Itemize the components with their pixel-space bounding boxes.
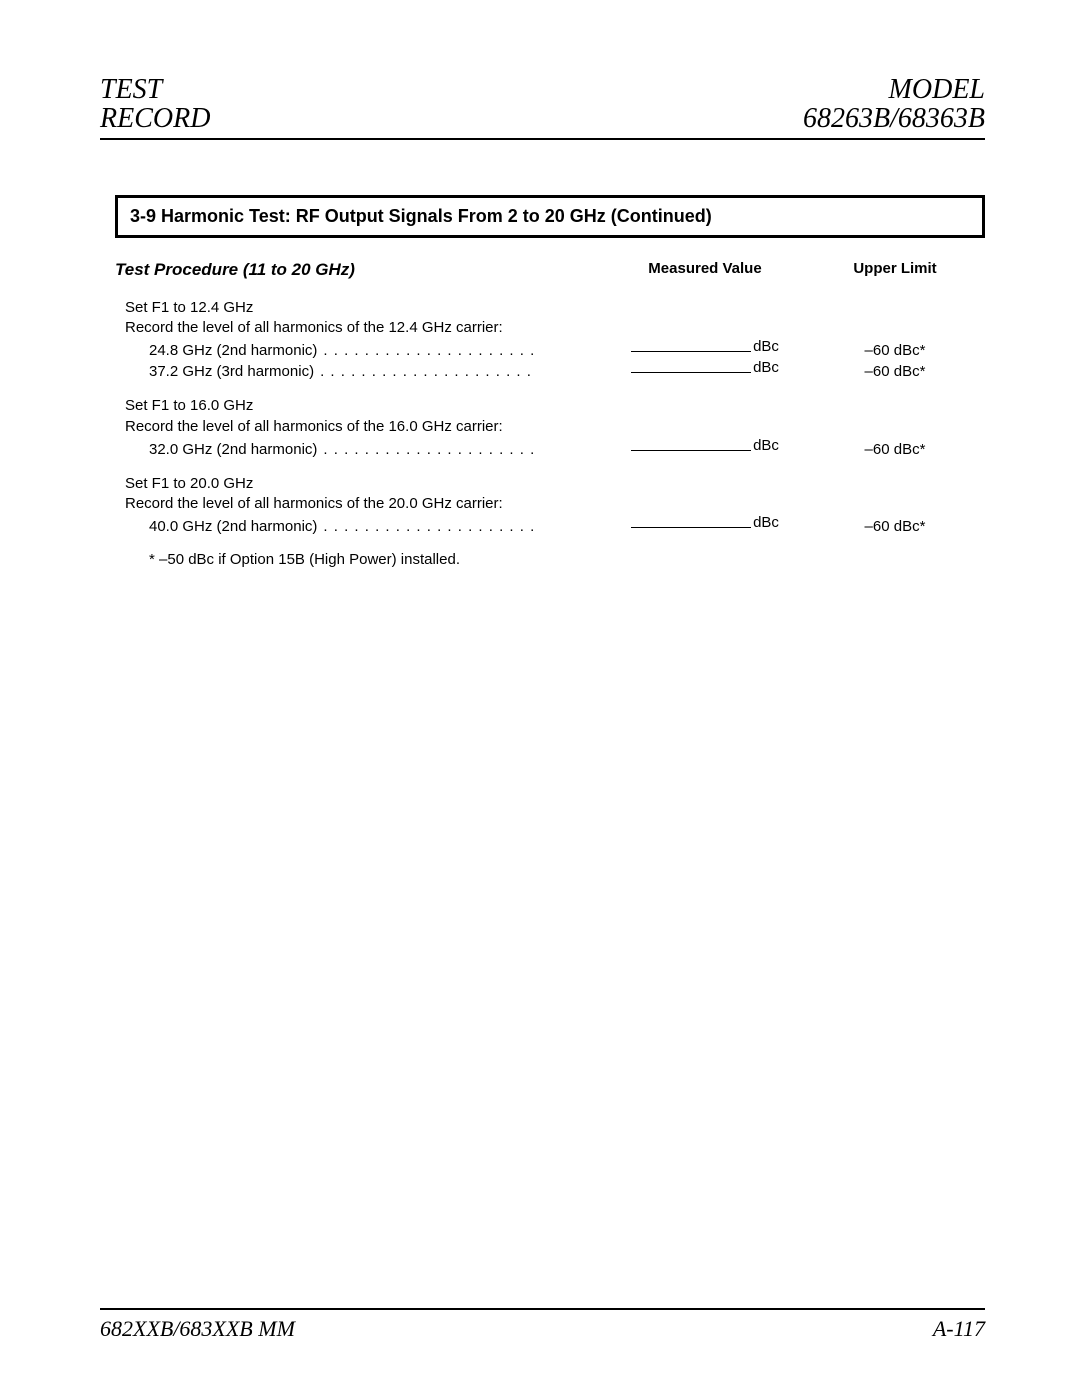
page-footer: 682XXB/683XXB MM A-117: [100, 1308, 985, 1342]
section-title-box: 3-9 Harmonic Test: RF Output Signals Fro…: [115, 195, 985, 238]
harmonic-label-cell: 37.2 GHz (3rd harmonic) . . . . . . . . .…: [115, 363, 605, 380]
instruction-line: Record the level of all harmonics of the…: [115, 318, 985, 338]
unit-label: dBc: [753, 514, 779, 531]
upper-limit-cell: –60 dBc*: [805, 518, 985, 535]
test-table: Test Procedure (11 to 20 GHz) Measured V…: [115, 260, 985, 569]
unit-label: dBc: [753, 338, 779, 355]
harmonic-row: 40.0 GHz (2nd harmonic) . . . . . . . . .…: [115, 514, 985, 535]
col-header-procedure: Test Procedure (11 to 20 GHz): [115, 260, 605, 280]
measured-value-cell: dBc: [605, 514, 805, 531]
upper-limit-cell: –60 dBc*: [805, 363, 985, 380]
upper-limit-cell: –60 dBc*: [805, 441, 985, 458]
upper-limit-cell: –60 dBc*: [805, 342, 985, 359]
measured-value-cell: dBc: [605, 359, 805, 376]
dot-leader: . . . . . . . . . . . . . . . . . . . . …: [320, 363, 605, 380]
page: TEST RECORD MODEL 68263B/68363B 3-9 Harm…: [0, 0, 1080, 1397]
harmonic-label: 32.0 GHz (2nd harmonic): [149, 441, 317, 458]
measured-value-cell: dBc: [605, 338, 805, 355]
instruction-line: Set F1 to 20.0 GHz: [115, 474, 985, 494]
col-header-limit: Upper Limit: [805, 260, 985, 280]
header-right: MODEL 68263B/68363B: [803, 75, 985, 134]
test-group: Set F1 to 12.4 GHzRecord the level of al…: [115, 298, 985, 381]
test-group: Set F1 to 16.0 GHzRecord the level of al…: [115, 396, 985, 458]
harmonic-label-cell: 24.8 GHz (2nd harmonic) . . . . . . . . .…: [115, 342, 605, 359]
dot-leader: . . . . . . . . . . . . . . . . . . . . …: [323, 441, 605, 458]
header-right-line1: MODEL: [803, 75, 985, 104]
blank-input-line[interactable]: [631, 450, 751, 451]
col-header-measured: Measured Value: [605, 260, 805, 280]
blank-input-line[interactable]: [631, 351, 751, 352]
footnote: * –50 dBc if Option 15B (High Power) ins…: [115, 551, 985, 568]
footer-right: A-117: [933, 1316, 985, 1342]
measured-value-cell: dBc: [605, 437, 805, 454]
harmonic-row: 32.0 GHz (2nd harmonic) . . . . . . . . .…: [115, 437, 985, 458]
instruction-line: Set F1 to 16.0 GHz: [115, 396, 985, 416]
blank-input-line[interactable]: [631, 527, 751, 528]
instruction-line: Set F1 to 12.4 GHz: [115, 298, 985, 318]
unit-label: dBc: [753, 437, 779, 454]
harmonic-label: 24.8 GHz (2nd harmonic): [149, 342, 317, 359]
header-left: TEST RECORD: [100, 75, 210, 134]
header-left-line2: RECORD: [100, 104, 210, 133]
harmonic-label-cell: 40.0 GHz (2nd harmonic) . . . . . . . . .…: [115, 518, 605, 535]
harmonic-row: 37.2 GHz (3rd harmonic) . . . . . . . . .…: [115, 359, 985, 380]
header-left-line1: TEST: [100, 75, 210, 104]
harmonic-row: 24.8 GHz (2nd harmonic) . . . . . . . . .…: [115, 338, 985, 359]
column-headers: Test Procedure (11 to 20 GHz) Measured V…: [115, 260, 985, 280]
test-groups: Set F1 to 12.4 GHzRecord the level of al…: [115, 298, 985, 536]
harmonic-label: 40.0 GHz (2nd harmonic): [149, 518, 317, 535]
test-group: Set F1 to 20.0 GHzRecord the level of al…: [115, 474, 985, 536]
footer-left: 682XXB/683XXB MM: [100, 1316, 295, 1342]
harmonic-label-cell: 32.0 GHz (2nd harmonic) . . . . . . . . .…: [115, 441, 605, 458]
harmonic-label: 37.2 GHz (3rd harmonic): [149, 363, 314, 380]
page-header: TEST RECORD MODEL 68263B/68363B: [100, 75, 985, 140]
blank-input-line[interactable]: [631, 372, 751, 373]
dot-leader: . . . . . . . . . . . . . . . . . . . . …: [323, 342, 605, 359]
instruction-line: Record the level of all harmonics of the…: [115, 417, 985, 437]
instruction-line: Record the level of all harmonics of the…: [115, 494, 985, 514]
unit-label: dBc: [753, 359, 779, 376]
header-right-line2: 68263B/68363B: [803, 104, 985, 133]
section-title: 3-9 Harmonic Test: RF Output Signals Fro…: [130, 206, 712, 226]
dot-leader: . . . . . . . . . . . . . . . . . . . . …: [323, 518, 605, 535]
